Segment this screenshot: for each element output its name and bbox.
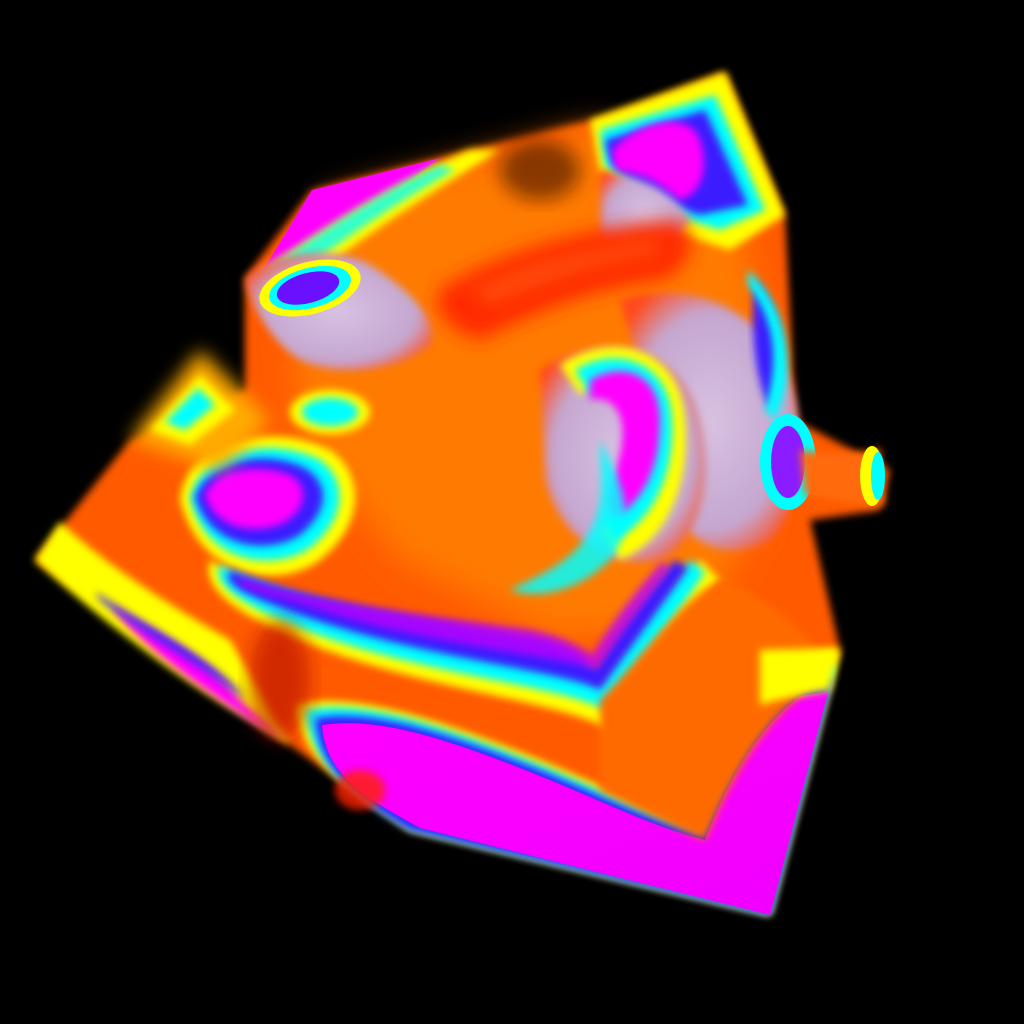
lower-left-magenta — [110, 605, 285, 740]
upper-left-tube-opening — [276, 271, 340, 305]
band-inner-cyan-upper — [510, 440, 626, 594]
shadow-top-center — [500, 140, 580, 200]
center-magenta-swirl — [590, 371, 660, 518]
upper-left-tube — [245, 253, 432, 371]
right-tube-opening — [771, 426, 805, 498]
spout-end-cyan — [871, 452, 885, 500]
left-upper-cyan-core — [165, 388, 215, 430]
band-magenta — [239, 562, 670, 670]
right-side-cyan-band — [748, 270, 788, 420]
small-cyan-ring-inner — [302, 398, 358, 426]
bottom-face-magenta — [322, 692, 828, 915]
top-right-magenta-heart — [612, 121, 704, 200]
right-tube-body — [620, 292, 801, 551]
lower-left-face — [35, 522, 290, 745]
bottom-right-yellow-rim — [760, 648, 838, 705]
shadow-blobs — [250, 140, 580, 810]
right-tube — [620, 270, 816, 551]
right-spout — [800, 446, 885, 506]
left-bands — [130, 350, 370, 470]
red-tube-highlight — [470, 240, 660, 305]
left-lobe-magenta — [205, 468, 304, 530]
lower-left-blue — [95, 592, 245, 700]
center-tube — [540, 347, 706, 562]
shadow-lower-left — [250, 620, 310, 740]
bottom-orange-strip — [600, 580, 830, 840]
bottom-face — [295, 580, 840, 915]
left-lobe — [180, 436, 355, 576]
shadow-bottom-left — [335, 770, 385, 810]
top-left-cyan-band — [270, 165, 455, 280]
lower-rainbow-band — [208, 440, 720, 730]
center-red-tube — [437, 220, 691, 340]
